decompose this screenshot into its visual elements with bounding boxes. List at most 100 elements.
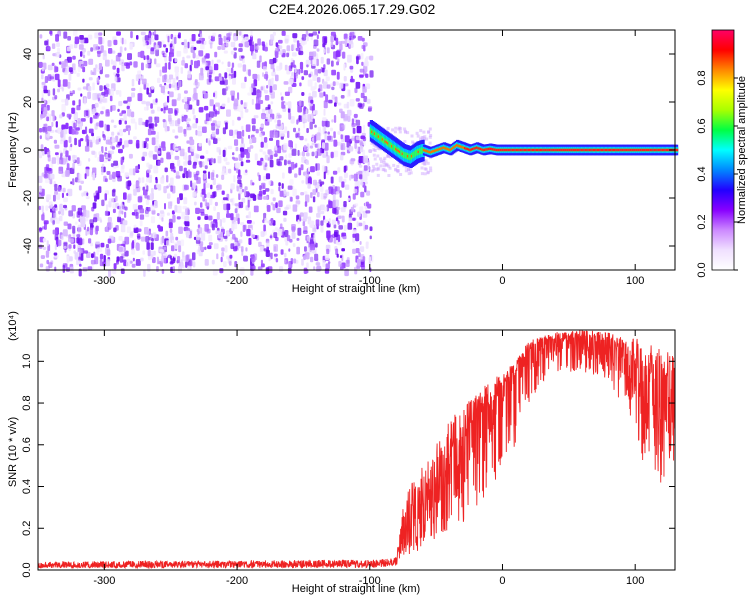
noise-speck	[261, 182, 266, 190]
noise-speck	[232, 233, 236, 240]
signal-spread	[424, 167, 428, 171]
noise-speck	[178, 226, 183, 234]
noise-speck	[230, 67, 234, 74]
noise-speck	[61, 124, 66, 130]
page-title: C2E4.2026.065.17.29.G02	[269, 1, 436, 17]
noise-speck	[340, 207, 346, 213]
noise-speck	[284, 230, 289, 238]
noise-speck	[352, 193, 356, 200]
noise-speck	[161, 235, 165, 244]
noise-speck	[159, 210, 165, 214]
noise-speck	[99, 219, 103, 223]
noise-speck	[238, 43, 243, 48]
noise-speck	[316, 77, 321, 83]
noise-speck	[151, 238, 154, 242]
snr-y-label: SNR (10 * v/v)	[7, 417, 19, 487]
noise-speck	[150, 109, 155, 114]
noise-speck	[349, 174, 352, 181]
noise-speck	[116, 67, 120, 74]
noise-speck	[276, 207, 281, 214]
noise-speck	[132, 204, 137, 210]
noise-speck	[208, 111, 214, 118]
noise-speck	[236, 167, 239, 174]
noise-speck	[315, 219, 320, 227]
noise-speck	[244, 108, 249, 113]
noise-speck	[141, 140, 144, 149]
noise-speck	[152, 232, 157, 239]
noise-speck	[41, 205, 44, 213]
noise-speck	[46, 104, 50, 111]
noise-speck	[185, 227, 191, 232]
noise-speck	[253, 115, 259, 119]
noise-speck	[341, 181, 345, 188]
noise-speck	[233, 35, 237, 42]
signal-spread	[382, 161, 386, 164]
noise-speck	[146, 55, 150, 60]
noise-speck	[131, 249, 136, 255]
noise-speck	[292, 243, 296, 248]
noise-speck	[107, 238, 112, 244]
noise-speck	[319, 183, 323, 187]
noise-speck	[346, 141, 351, 148]
noise-speck	[257, 74, 260, 81]
noise-speck	[207, 245, 212, 250]
noise-speck	[44, 123, 48, 127]
noise-speck	[358, 252, 361, 258]
signal-spread	[371, 164, 375, 168]
y-tick-label: 40	[22, 48, 34, 60]
signal-spread	[428, 141, 432, 145]
noise-speck	[134, 239, 136, 246]
noise-speck	[210, 184, 213, 190]
noise-speck	[93, 44, 99, 51]
noise-speck	[127, 109, 132, 117]
noise-speck	[72, 55, 76, 60]
noise-speck	[314, 253, 319, 261]
noise-speck	[302, 114, 307, 123]
noise-speck	[275, 115, 278, 119]
noise-speck	[145, 119, 149, 127]
noise-speck	[349, 37, 352, 41]
noise-speck	[344, 172, 348, 179]
noise-speck	[140, 50, 145, 59]
noise-speck	[322, 117, 327, 121]
noise-speck	[192, 164, 197, 169]
noise-speck	[192, 252, 196, 261]
noise-speck	[202, 170, 207, 174]
noise-speck	[160, 85, 165, 94]
noise-speck	[291, 52, 297, 57]
noise-speck	[183, 128, 187, 135]
noise-speck	[306, 262, 309, 269]
noise-speck	[185, 261, 188, 268]
noise-speck	[288, 248, 291, 252]
noise-speck	[164, 127, 168, 133]
noise-speck	[177, 34, 180, 39]
noise-speck	[254, 153, 258, 161]
noise-speck	[177, 159, 181, 167]
noise-speck	[174, 36, 177, 45]
noise-speck	[78, 248, 81, 253]
noise-speck	[61, 103, 66, 112]
noise-speck	[273, 232, 278, 239]
noise-speck	[272, 31, 276, 36]
noise-speck	[332, 185, 336, 190]
noise-speck	[146, 185, 149, 192]
noise-speck	[365, 241, 369, 245]
noise-speck	[152, 154, 158, 160]
noise-speck	[73, 250, 76, 254]
noise-speck	[47, 99, 51, 104]
noise-speck	[150, 47, 155, 52]
noise-speck	[270, 154, 273, 160]
signal-spread	[394, 126, 398, 130]
noise-speck	[106, 171, 111, 175]
noise-speck	[124, 39, 127, 45]
noise-speck	[38, 244, 43, 249]
noise-speck	[195, 129, 198, 136]
noise-speck	[208, 234, 213, 242]
noise-speck	[100, 242, 105, 248]
noise-speck	[83, 37, 89, 44]
noise-speck	[168, 55, 172, 62]
noise-speck	[117, 132, 120, 136]
noise-speck	[279, 190, 284, 197]
noise-speck	[359, 140, 363, 146]
noise-speck	[213, 158, 216, 164]
